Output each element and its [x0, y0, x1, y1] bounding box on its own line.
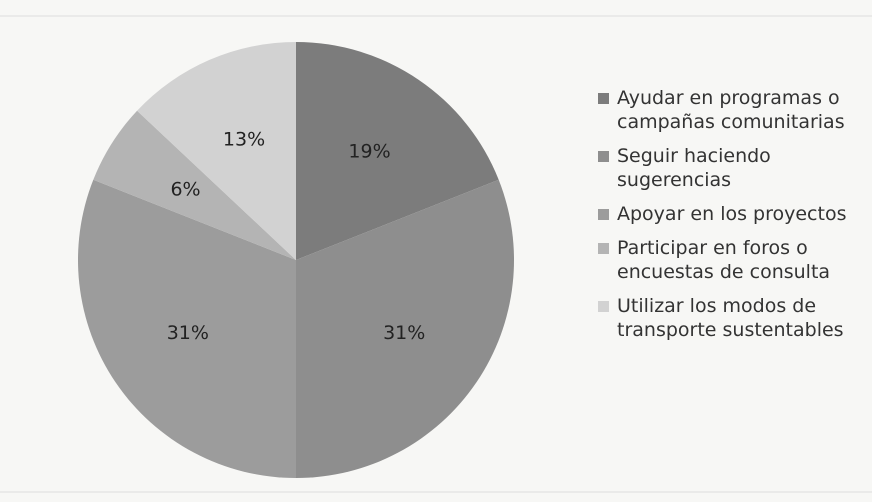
- data-label: 6%: [170, 178, 200, 200]
- legend-item: Ayudar en programas o campañas comunitar…: [598, 86, 868, 134]
- legend-swatch: [598, 301, 609, 312]
- legend-label: Ayudar en programas o campañas comunitar…: [617, 86, 868, 134]
- legend-item: Participar en foros o encuestas de consu…: [598, 236, 868, 284]
- legend-swatch: [598, 209, 609, 220]
- page: 19% 31% 31% 6% 13% Ayudar en programas o cam…: [0, 0, 872, 502]
- legend-label: Participar en foros o encuestas de consu…: [617, 236, 868, 284]
- legend: Ayudar en programas o campañas comunitar…: [598, 86, 868, 352]
- data-label: 31%: [383, 322, 425, 344]
- legend-label: Seguir haciendo sugerencias: [617, 144, 868, 192]
- data-label: 31%: [167, 322, 209, 344]
- data-label: 19%: [348, 140, 390, 162]
- legend-swatch: [598, 243, 609, 254]
- legend-swatch: [598, 93, 609, 104]
- legend-item: Seguir haciendo sugerencias: [598, 144, 868, 192]
- legend-swatch: [598, 151, 609, 162]
- legend-item: Utilizar los modos de transporte sustent…: [598, 294, 868, 342]
- legend-label: Apoyar en los proyectos: [617, 202, 846, 226]
- legend-item: Apoyar en los proyectos: [598, 202, 868, 226]
- data-label: 13%: [223, 128, 265, 150]
- legend-label: Utilizar los modos de transporte sustent…: [617, 294, 868, 342]
